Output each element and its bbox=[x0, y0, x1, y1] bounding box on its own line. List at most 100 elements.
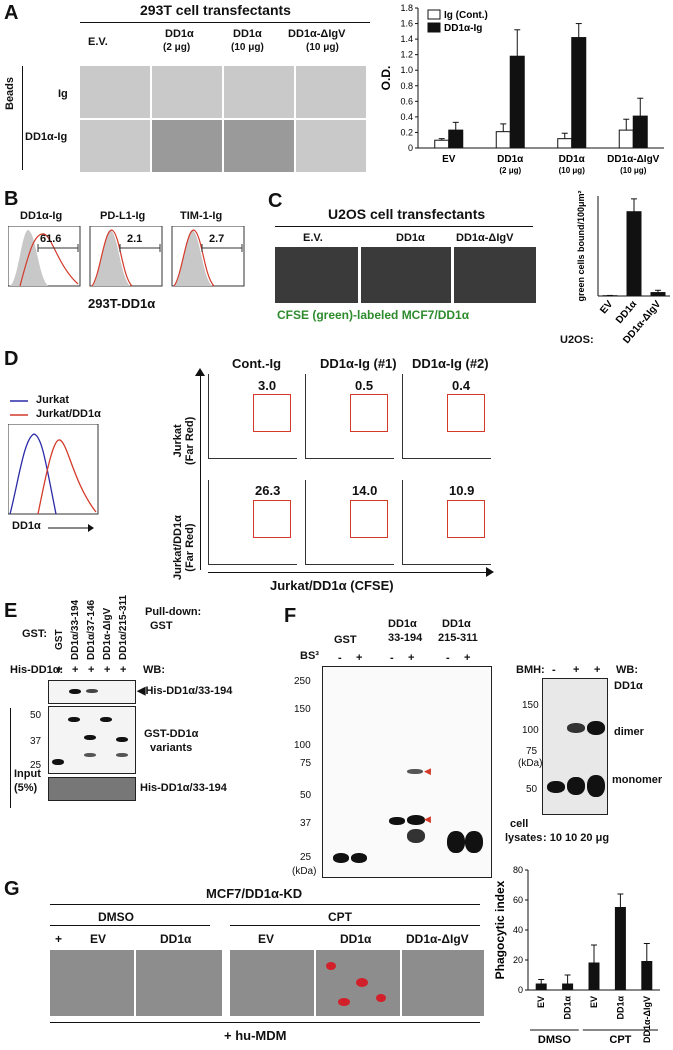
legend-swatch bbox=[427, 22, 441, 33]
facs-value-r1c1: 3.0 bbox=[258, 378, 277, 393]
panel-e-input-2: (5%) bbox=[14, 782, 38, 794]
panel-f-dimer: dimer bbox=[614, 726, 644, 738]
bar bbox=[641, 961, 653, 991]
panel-g-bottom: + hu-MDM bbox=[224, 1028, 287, 1043]
blot-e-pulldown bbox=[48, 680, 136, 704]
lane-digv: DD1α-ΔIgV bbox=[102, 607, 113, 660]
row-dd1a-ig: DD1α-Ig bbox=[25, 131, 68, 143]
tick-label: 1.2 bbox=[400, 50, 413, 60]
panel-g-group-dmso: DMSO bbox=[98, 910, 134, 924]
panel-e-pulldown-2: GST bbox=[150, 620, 173, 632]
panel-f-group-33-sub: 33-194 bbox=[388, 632, 423, 644]
micrograph-g-dmso-dd1a bbox=[136, 950, 222, 1016]
tick-label: 20 bbox=[513, 955, 523, 965]
panel-d-legend-jurkat-dd1a: Jurkat/DD1α bbox=[36, 408, 101, 420]
micrograph-g-cpt-ev bbox=[230, 950, 314, 1016]
panel-f-group-gst: GST bbox=[334, 634, 357, 646]
gate-r1c2 bbox=[350, 394, 388, 432]
lane-33-194: DD1α/33-194 bbox=[70, 599, 81, 660]
bar bbox=[562, 983, 574, 991]
legend-swatch bbox=[427, 9, 441, 20]
panel-c-col-ev: E.V. bbox=[303, 232, 323, 244]
legend-label: DD1α-Ig bbox=[444, 23, 482, 34]
panel-c-u2os-label: U2OS: bbox=[560, 334, 594, 346]
panel-g-letter: G bbox=[4, 878, 20, 900]
bar bbox=[448, 129, 464, 149]
category-sub-label: (10 μg) bbox=[559, 166, 586, 175]
category-sub-label: (10 μg) bbox=[620, 166, 647, 175]
panel-b-value2: 2.1 bbox=[127, 233, 143, 245]
legend-label: Ig (Cont.) bbox=[444, 10, 488, 21]
panel-d-letter: D bbox=[4, 348, 19, 370]
bar bbox=[588, 962, 600, 991]
panel-e-variants-2: variants bbox=[150, 742, 193, 754]
panel-c-letter: C bbox=[268, 190, 283, 212]
tick-label: 0 bbox=[518, 985, 523, 995]
col-dd1a-2: DD1α bbox=[165, 28, 194, 40]
lane-gst: GST bbox=[54, 629, 65, 650]
tick-label: 80 bbox=[513, 865, 523, 875]
col-ev: E.V. bbox=[88, 36, 108, 48]
panel-f-bmh: BMH: bbox=[516, 664, 545, 676]
category-sub-label: (2 μg) bbox=[499, 166, 521, 175]
panel-e-his-label: His-DD1α: bbox=[10, 664, 64, 676]
tick-label: 0 bbox=[408, 143, 413, 153]
micrograph-a-digv-ig bbox=[296, 66, 366, 118]
panel-e-input-1: Input bbox=[14, 768, 41, 780]
bar bbox=[618, 129, 634, 149]
panel-c-col-digv: DD1α-ΔIgV bbox=[456, 232, 514, 244]
micrograph-c-dd1a bbox=[361, 247, 451, 303]
panel-e-pulldown-1: Pull-down: bbox=[145, 606, 202, 618]
panel-a-title: 293T cell transfectants bbox=[140, 2, 291, 18]
panel-b-letter: B bbox=[4, 188, 19, 210]
col-dd1a-2-sub: (2 μg) bbox=[163, 42, 191, 53]
tick-label: 1.0 bbox=[400, 65, 413, 75]
gate-r2c2 bbox=[350, 500, 388, 538]
micrograph-c-digv bbox=[454, 247, 536, 303]
panel-d-xlabel: Jurkat/DD1α (CFSE) bbox=[270, 578, 394, 593]
facs-plot-r2c2 bbox=[305, 480, 394, 565]
panel-d-row2-label: Jurkat/DD1α (Far Red) bbox=[172, 515, 196, 580]
gate-r1c1 bbox=[253, 394, 291, 432]
panel-f-wb-target: DD1α bbox=[614, 680, 643, 692]
category-label: DD1α bbox=[563, 996, 573, 1020]
category-label: EV bbox=[589, 996, 599, 1008]
panel-f-lysate-amounts: : 10 10 20 μg bbox=[543, 832, 610, 844]
panel-d-row1-label: Jurkat (Far Red) bbox=[172, 416, 196, 465]
bar bbox=[614, 907, 626, 991]
panel-d-col2: DD1α-Ig (#1) bbox=[320, 356, 397, 371]
blot-f-bs3 bbox=[322, 666, 492, 878]
panel-f-monomer: monomer bbox=[612, 774, 663, 786]
category-label: EV bbox=[442, 154, 456, 165]
gate-r2c3 bbox=[447, 500, 485, 538]
tick-label: 1.6 bbox=[400, 19, 413, 29]
blot-e-input bbox=[48, 706, 136, 774]
chart-g: 0 20 40 60 80 Phagocytic index EV DD1α EV DD1α DD1… bbox=[493, 865, 660, 1046]
panel-b-xlabel: 293T-DD1α bbox=[88, 296, 156, 311]
bar bbox=[557, 138, 573, 149]
tick-label: 40 bbox=[513, 925, 523, 935]
micrograph-a-2-ig bbox=[152, 66, 222, 118]
category-label: DD1α bbox=[615, 996, 625, 1020]
panel-e-wb: WB: bbox=[143, 664, 165, 676]
facs-value-r1c2: 0.5 bbox=[355, 378, 374, 393]
panel-d-col3: DD1α-Ig (#2) bbox=[412, 356, 489, 371]
chart-a: 00.20.40.60.81.01.21.41.61.8O.D.EV DD1α(2… bbox=[380, 3, 664, 175]
facs-plot-r2c3 bbox=[402, 480, 491, 565]
bar bbox=[626, 211, 642, 297]
lane-215-311: DD1α/215-311 bbox=[118, 594, 129, 660]
tick-label: 60 bbox=[513, 895, 523, 905]
panel-e-gst-label: GST: bbox=[22, 628, 48, 640]
micrograph-a-digv-dd1a bbox=[296, 120, 366, 172]
panel-d-legend-jurkat: Jurkat bbox=[36, 394, 70, 406]
col-dd1a-10-sub: (10 μg) bbox=[231, 42, 264, 53]
facs-plot-r1c1 bbox=[208, 374, 297, 459]
micrograph-a-10-dd1a bbox=[224, 120, 294, 172]
panel-g-group-cpt: CPT bbox=[328, 910, 352, 924]
tick-label: 0.8 bbox=[400, 81, 413, 91]
row-ig: Ig bbox=[58, 88, 68, 100]
col-dd1a-digv: DD1α-ΔIgV bbox=[288, 28, 346, 40]
panel-a-letter: A bbox=[4, 2, 19, 24]
panel-b-value1: 61.6 bbox=[40, 233, 62, 245]
